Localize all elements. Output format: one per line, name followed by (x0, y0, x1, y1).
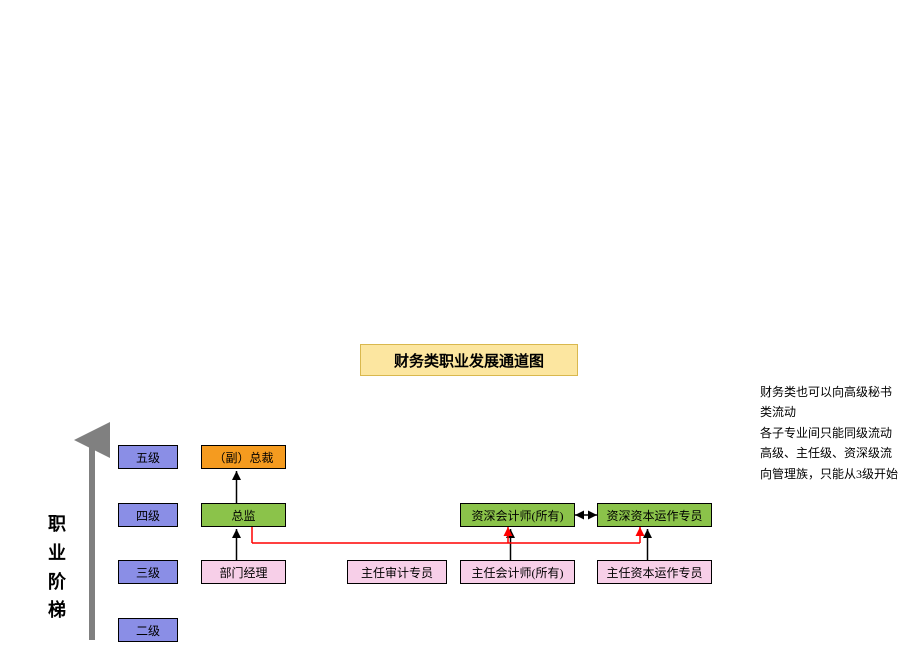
side-notes: 财务类也可以向高级秘书类流动各子专业间只能同级流动高级、主任级、资深级流向管理族… (760, 382, 900, 484)
flow-node-srcapital: 资深资本运作专员 (597, 503, 712, 527)
level-box: 二级 (118, 618, 178, 642)
flow-node-vp: （副）总裁 (201, 445, 286, 469)
axis-char: 阶 (48, 568, 66, 597)
axis-label: 职业阶梯 (48, 510, 66, 625)
flow-node-director: 总监 (201, 503, 286, 527)
flow-node-deptmgr: 部门经理 (201, 560, 286, 584)
title-text: 财务类职业发展通道图 (394, 350, 544, 371)
flow-node-sracct: 资深会计师(所有) (460, 503, 575, 527)
edges-overlay (0, 0, 920, 651)
level-box: 三级 (118, 560, 178, 584)
flow-node-auditlead: 主任审计专员 (347, 560, 447, 584)
side-note-line: 财务类也可以向高级秘书类流动 (760, 382, 900, 423)
axis-char: 梯 (48, 596, 66, 625)
level-box: 四级 (118, 503, 178, 527)
axis-char: 职 (48, 510, 66, 539)
side-note-line: 各子专业间只能同级流动 (760, 423, 900, 443)
side-note-line: 高级、主任级、资深级流向管理族，只能从3级开始 (760, 443, 900, 484)
level-box: 五级 (118, 445, 178, 469)
flow-node-caplead: 主任资本运作专员 (597, 560, 712, 584)
axis-char: 业 (48, 539, 66, 568)
flow-node-acctlead: 主任会计师(所有) (460, 560, 575, 584)
diagram-title: 财务类职业发展通道图 (360, 344, 578, 376)
